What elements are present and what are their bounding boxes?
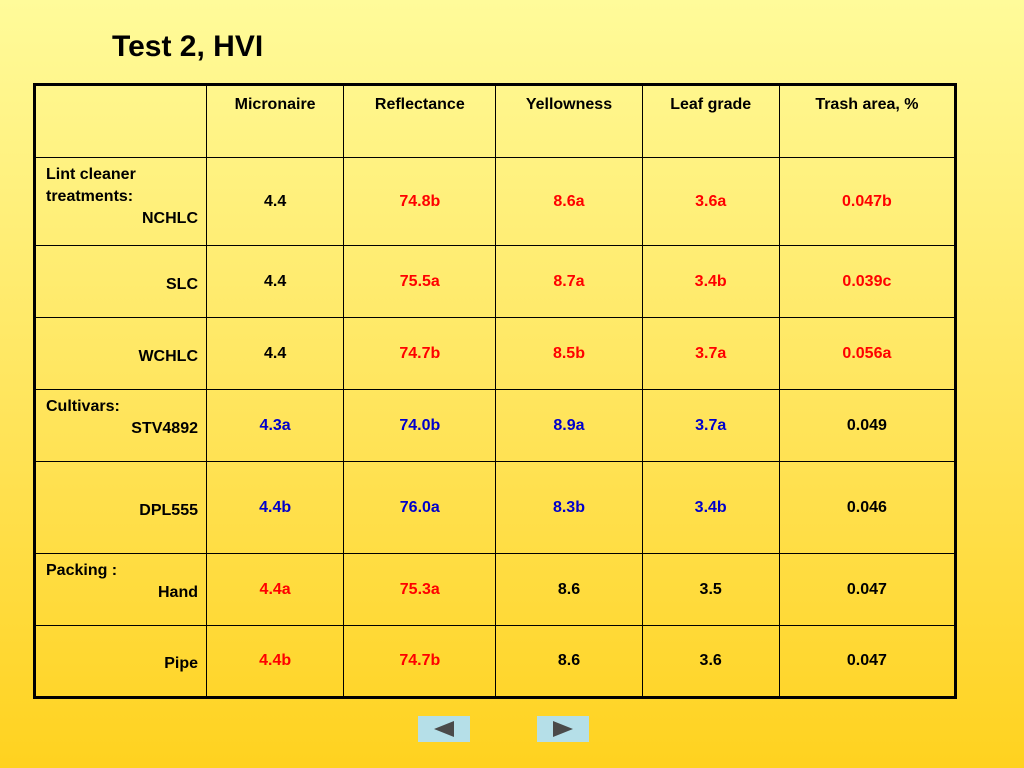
table-row: Packing : Hand 4.4a 75.3a 8.6 3.5 0.047 <box>34 553 957 626</box>
table-cell: 4.4b <box>205 625 345 698</box>
table-cell: 74.8b <box>343 157 497 246</box>
table-cell: 8.3b <box>495 461 643 554</box>
table-cell: 3.7a <box>641 317 780 390</box>
header-leaf-grade: Leaf grade <box>641 84 780 158</box>
table-row: SLC 4.4 75.5a 8.7a 3.4b 0.039c <box>34 245 957 318</box>
left-triangle-icon <box>434 721 454 737</box>
table-cell: 75.3a <box>343 553 497 626</box>
table-cell: 3.7a <box>641 389 780 462</box>
row-label-cell: WCHLC <box>34 317 207 390</box>
table-cell: 8.6a <box>495 157 643 246</box>
row-label: STV4892 <box>131 420 198 437</box>
table-cell: 3.6 <box>641 625 780 698</box>
table-row: Cultivars: STV4892 4.3a 74.0b 8.9a 3.7a 0.049 <box>34 389 957 462</box>
table-cell: 3.4b <box>641 461 780 554</box>
table-cell: 8.9a <box>495 389 643 462</box>
header-yellowness: Yellowness <box>495 84 643 158</box>
table-cell: 4.4b <box>205 461 345 554</box>
header-trash-area: Trash area, % <box>778 84 957 158</box>
header-empty-cell <box>34 84 207 158</box>
table-cell: 0.047b <box>778 157 957 246</box>
table-cell: 0.046 <box>778 461 957 554</box>
table-cell: 8.7a <box>495 245 643 318</box>
table-cell: 4.3a <box>205 389 345 462</box>
previous-slide-button[interactable] <box>418 716 470 742</box>
table-cell: 3.4b <box>641 245 780 318</box>
table-cell: 4.4a <box>205 553 345 626</box>
page-title: Test 2, HVI <box>112 30 264 63</box>
table-cell: 4.4 <box>205 245 345 318</box>
row-label-cell: DPL555 <box>34 461 207 554</box>
row-label-cell: Packing : Hand <box>34 553 207 626</box>
table-cell: 75.5a <box>343 245 497 318</box>
row-label: SLC <box>166 275 198 293</box>
table-row: DPL555 4.4b 76.0a 8.3b 3.4b 0.046 <box>34 461 957 554</box>
row-group-label: Lint cleaner treatments: <box>46 166 136 205</box>
table-cell: 8.6 <box>495 625 643 698</box>
table-header-row: Micronaire Reflectance Yellowness Leaf g… <box>34 84 957 158</box>
hvi-results-table: Micronaire Reflectance Yellowness Leaf g… <box>33 83 957 699</box>
table-cell: 74.7b <box>343 625 497 698</box>
row-label: WCHLC <box>138 347 198 365</box>
row-label-cell: Pipe <box>34 625 207 698</box>
table-cell: 0.056a <box>778 317 957 390</box>
table-body: Lint cleaner treatments: NCHLC 4.4 74.8b 8.6… <box>34 157 957 698</box>
header-reflectance: Reflectance <box>343 84 497 158</box>
table-row: Pipe 4.4b 74.7b 8.6 3.6 0.047 <box>34 625 957 698</box>
row-label: Hand <box>158 584 198 601</box>
table-cell: 0.049 <box>778 389 957 462</box>
row-label: DPL555 <box>139 501 198 519</box>
table-cell: 0.047 <box>778 625 957 698</box>
table-cell: 4.4 <box>205 317 345 390</box>
row-group-label: Cultivars: <box>46 398 120 415</box>
row-label-cell: Lint cleaner treatments: NCHLC <box>34 157 207 246</box>
header-micronaire: Micronaire <box>205 84 345 158</box>
table-cell: 3.6a <box>641 157 780 246</box>
table-cell: 8.6 <box>495 553 643 626</box>
row-label: NCHLC <box>142 210 198 227</box>
row-group-label: Packing : <box>46 562 118 579</box>
table-cell: 74.0b <box>343 389 497 462</box>
table-cell: 4.4 <box>205 157 345 246</box>
table-cell: 8.5b <box>495 317 643 390</box>
row-label-cell: SLC <box>34 245 207 318</box>
table-cell: 74.7b <box>343 317 497 390</box>
next-slide-button[interactable] <box>537 716 589 742</box>
table-cell: 0.047 <box>778 553 957 626</box>
table-cell: 0.039c <box>778 245 957 318</box>
right-triangle-icon <box>553 721 573 737</box>
table-row: WCHLC 4.4 74.7b 8.5b 3.7a 0.056a <box>34 317 957 390</box>
row-label: Pipe <box>164 655 198 672</box>
table-cell: 3.5 <box>641 553 780 626</box>
table-cell: 76.0a <box>343 461 497 554</box>
row-label-cell: Cultivars: STV4892 <box>34 389 207 462</box>
table-row: Lint cleaner treatments: NCHLC 4.4 74.8b 8.6… <box>34 157 957 246</box>
